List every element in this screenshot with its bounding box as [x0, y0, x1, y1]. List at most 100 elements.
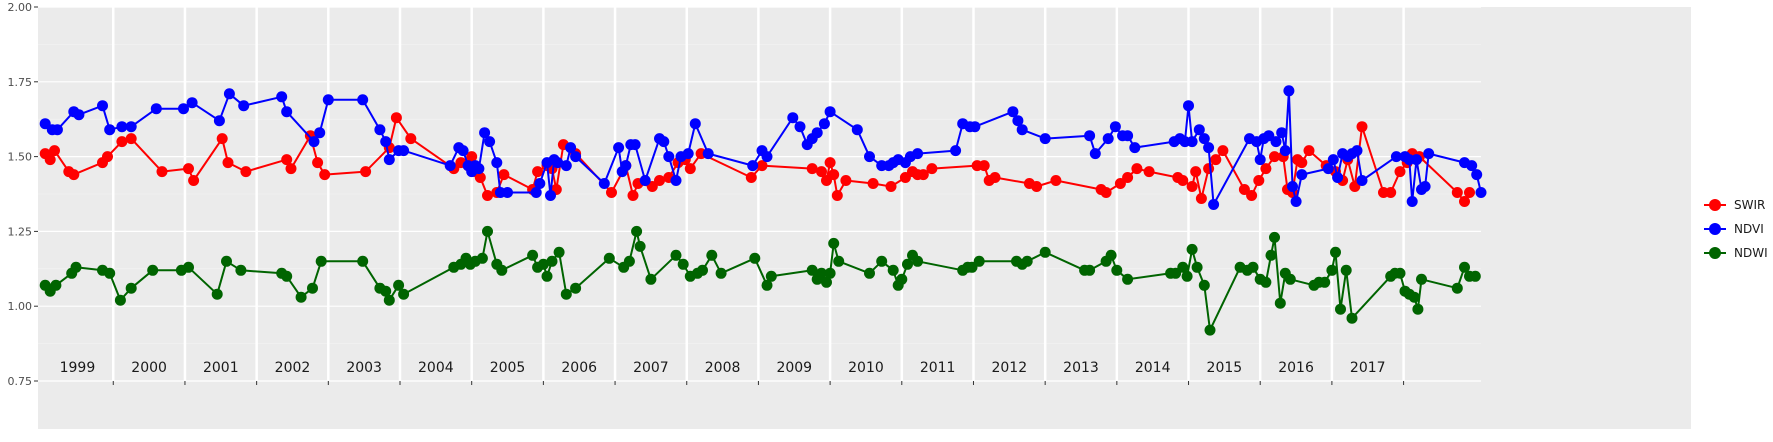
- data-point-ndwi: [623, 255, 635, 267]
- data-point-swir: [360, 166, 372, 178]
- data-point-swir: [1100, 187, 1112, 198]
- data-point-ndwi: [315, 255, 327, 267]
- data-point-ndvi: [613, 142, 625, 154]
- data-point-swir: [989, 172, 1001, 183]
- data-point-ndwi: [1186, 243, 1198, 255]
- legend-ndwi-marker: [1709, 247, 1721, 259]
- y-axis: 0.75 1.00 1.25 1.50 1.75 2.00: [8, 1, 38, 388]
- data-point-ndvi: [1039, 133, 1051, 145]
- data-point-ndwi: [560, 288, 572, 300]
- data-point-ndvi: [491, 157, 503, 169]
- year-label: 2007: [633, 360, 669, 376]
- data-point-ndwi: [496, 264, 508, 276]
- data-point-swir: [840, 175, 852, 186]
- data-point-ndvi: [565, 142, 577, 154]
- data-point-ndwi: [1198, 279, 1210, 291]
- data-point-ndwi: [697, 264, 708, 276]
- data-point-ndwi: [393, 279, 405, 291]
- data-point-swir: [312, 157, 324, 169]
- data-point-ndvi: [1254, 154, 1266, 166]
- data-point-swir: [116, 136, 128, 148]
- data-point-swir: [926, 163, 938, 175]
- data-point-swir: [1296, 157, 1308, 169]
- data-point-swir: [240, 166, 252, 178]
- data-point-swir: [1031, 181, 1043, 192]
- data-point-swir: [867, 178, 879, 189]
- data-point-ndwi: [1416, 273, 1427, 285]
- data-point-ndvi: [545, 190, 556, 201]
- data-point-swir: [222, 157, 234, 169]
- data-point-ndvi: [473, 163, 485, 175]
- data-point-ndvi: [761, 151, 773, 163]
- data-point-ndwi: [706, 249, 718, 261]
- data-point-ndwi: [1177, 261, 1189, 273]
- data-point-ndwi: [1105, 249, 1117, 261]
- data-point-ndvi: [1290, 196, 1302, 207]
- data-point-ndvi: [457, 145, 469, 157]
- data-point-ndwi: [553, 246, 565, 258]
- data-point-ndvi: [380, 136, 392, 148]
- data-point-ndvi: [398, 145, 410, 157]
- data-point-ndvi: [238, 100, 250, 112]
- data-point-ndvi: [1279, 145, 1291, 157]
- data-point-ndwi: [631, 225, 643, 237]
- data-point-ndwi: [1340, 264, 1352, 276]
- data-point-ndvi: [374, 124, 386, 136]
- data-point-ndvi: [670, 175, 682, 186]
- data-point-ndvi: [1183, 100, 1194, 112]
- data-point-ndvi: [1016, 124, 1028, 136]
- data-point-swir: [1464, 187, 1475, 198]
- data-point-swir: [1303, 145, 1315, 157]
- data-point-ndwi: [70, 261, 82, 273]
- data-point-ndvi: [1419, 181, 1431, 192]
- data-point-ndwi: [1469, 270, 1481, 282]
- data-point-ndvi: [1198, 133, 1210, 145]
- data-point-ndwi: [749, 252, 761, 264]
- data-point-ndwi: [104, 267, 116, 279]
- data-point-ndwi: [1451, 282, 1463, 294]
- data-point-ndvi: [1084, 130, 1096, 142]
- data-point-swir: [466, 151, 478, 163]
- data-point-ndwi: [50, 279, 62, 291]
- data-point-swir: [1210, 154, 1222, 166]
- legend-ndwi-label: NDWI: [1734, 246, 1768, 260]
- data-point-ndwi: [383, 294, 395, 306]
- data-point-swir: [1177, 175, 1189, 186]
- data-point-ndvi: [824, 106, 836, 118]
- data-point-swir: [606, 187, 617, 198]
- data-point-ndvi: [811, 127, 823, 139]
- data-point-ndvi: [1423, 148, 1435, 160]
- data-point-ndwi: [765, 270, 777, 282]
- y-tick-label: 1.25: [8, 225, 33, 238]
- data-point-ndvi: [794, 121, 806, 133]
- data-point-ndvi: [51, 124, 63, 136]
- data-point-ndwi: [211, 288, 223, 300]
- data-point-ndvi: [150, 103, 162, 115]
- data-point-ndvi: [1356, 175, 1368, 186]
- data-point-swir: [474, 172, 486, 183]
- data-point-ndvi: [383, 154, 395, 166]
- y-tick-label: 1.00: [8, 300, 33, 313]
- data-point-swir: [183, 163, 194, 175]
- data-point-ndvi: [276, 91, 288, 103]
- data-point-ndwi: [864, 267, 875, 279]
- data-point-ndwi: [833, 255, 845, 267]
- data-point-swir: [405, 133, 417, 145]
- plot-panel: [38, 7, 1691, 429]
- data-point-swir: [831, 190, 843, 201]
- data-point-ndvi: [1109, 121, 1121, 133]
- data-point-ndvi: [1475, 187, 1487, 198]
- data-point-ndwi: [816, 267, 827, 279]
- data-point-swir: [1186, 181, 1198, 192]
- data-point-ndvi: [658, 136, 670, 148]
- data-point-ndvi: [223, 88, 235, 100]
- data-point-ndvi: [314, 127, 326, 139]
- data-point-ndvi: [1471, 169, 1483, 181]
- data-point-ndvi: [639, 175, 651, 186]
- data-point-swir: [68, 169, 80, 181]
- data-point-swir: [1050, 175, 1062, 186]
- data-point-swir: [156, 166, 168, 178]
- data-point-ndvi: [950, 145, 962, 157]
- data-point-swir: [319, 169, 331, 181]
